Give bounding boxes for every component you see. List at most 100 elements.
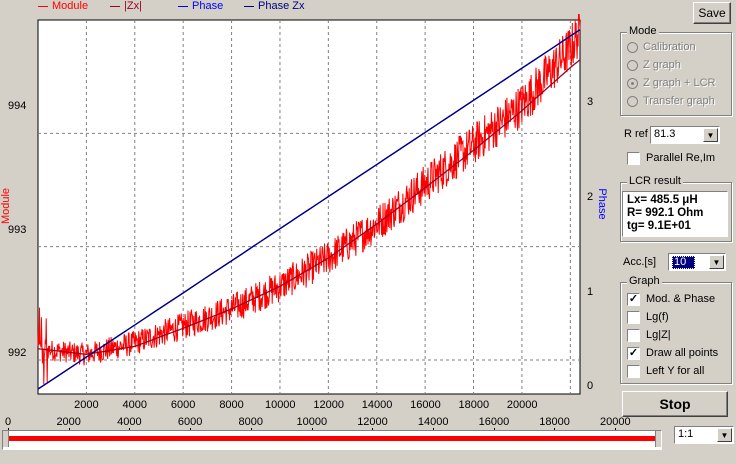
graph-group-title: Graph <box>627 275 662 287</box>
graph-option-lg-z[interactable]: Lg|Z| <box>627 327 671 343</box>
slider-tick-label: 2000 <box>56 416 81 428</box>
radio-selected-icon[interactable] <box>627 77 638 89</box>
zoom-value: 1:1 <box>678 428 694 440</box>
impedance-chart <box>37 14 581 395</box>
checkbox-icon[interactable] <box>627 328 640 342</box>
graph-option-left-y-for-all[interactable]: Left Y for all <box>627 363 704 379</box>
rref-value: 81.3 <box>654 128 676 140</box>
slider-tick-label: 8000 <box>238 416 264 428</box>
legend-phase-zx-swatch <box>244 5 254 7</box>
x-tick-label: 8000 <box>219 399 244 411</box>
slider-tick-mark <box>554 428 556 431</box>
lcr-result-box[interactable]: Lx= 485.5 μH R= 992.1 Ohm tg= 9.1E+01 <box>622 191 728 237</box>
lcr-line-tg: tg= 9.1E+01 <box>627 220 691 232</box>
chevron-down-icon[interactable]: ▼ <box>709 255 724 269</box>
slider-tick-mark <box>493 428 495 431</box>
left-tick-label: 992 <box>8 347 27 359</box>
chevron-down-icon[interactable]: ▼ <box>717 428 732 442</box>
x-tick-label: 18000 <box>458 399 490 411</box>
zoom-select[interactable]: 1:1 ▼ <box>674 426 734 444</box>
acc-value: 10 <box>672 256 696 269</box>
legend-module-swatch <box>38 5 48 7</box>
right-tick-label: 3 <box>587 96 594 108</box>
slider-right-handle[interactable] <box>655 431 661 447</box>
plot-area <box>37 19 581 395</box>
x-tick-label: 2000 <box>74 399 99 411</box>
slider-tick-mark <box>8 428 9 431</box>
series-line--zx- <box>37 59 581 355</box>
lcr-line-resistance: R= 992.1 Ohm <box>627 207 704 219</box>
rref-label: R ref <box>624 128 648 140</box>
slider-tick-mark <box>250 428 252 431</box>
legend-zx-label: |Zx| <box>124 0 142 12</box>
checkbox-icon[interactable] <box>627 310 640 324</box>
legend-phase-label: Phase <box>192 0 224 12</box>
radio-icon[interactable] <box>627 95 638 107</box>
rref-select[interactable]: 81.3 ▼ <box>650 126 720 144</box>
slider-tick-mark <box>129 428 131 431</box>
mode-option-z-graph[interactable]: Z graph <box>627 57 681 73</box>
lcr-result-title: LCR result <box>627 175 683 187</box>
slider-tick-label: 0 <box>4 416 12 428</box>
save-button[interactable]: Save <box>693 2 731 24</box>
radio-icon[interactable] <box>627 59 638 71</box>
slider-tick-label: 6000 <box>177 416 203 428</box>
mode-group-title: Mode <box>627 25 659 37</box>
legend-zx-swatch <box>110 5 120 7</box>
legend-phase: Phase <box>178 0 223 14</box>
checkbox-icon[interactable] <box>627 151 640 165</box>
lcr-result-group: LCR result Lx= 485.5 μH R= 992.1 Ohm tg=… <box>620 175 732 242</box>
series-line-phase-zx <box>37 29 581 390</box>
x-tick-label: 14000 <box>361 399 393 411</box>
slider-left-handle[interactable] <box>3 431 9 447</box>
slider-tick-label: 20000 <box>600 416 631 428</box>
x-tick-label: 6000 <box>170 399 196 411</box>
slider-tick-mark <box>372 428 374 431</box>
acc-label: Acc.[s] <box>623 256 657 268</box>
mode-group: Mode Calibration Z graph Z graph + LCR T… <box>620 25 732 116</box>
series-line-module <box>37 14 581 385</box>
right-tick-label: 2 <box>587 191 594 203</box>
checkbox-icon[interactable] <box>627 364 640 378</box>
slider-tick-mark <box>190 428 192 431</box>
legend-phase-swatch <box>178 5 188 7</box>
x-tick-label: 20000 <box>506 399 538 411</box>
slider-tick-label: 16000 <box>478 416 510 428</box>
slider-fill <box>9 436 657 441</box>
slider-tick-mark <box>615 428 616 431</box>
graph-option-mod-phase[interactable]: ✓ Mod. & Phase <box>627 292 716 306</box>
slider-tick-label: 18000 <box>539 416 570 428</box>
graph-option-lg-f[interactable]: Lg(f) <box>627 309 669 325</box>
radio-icon[interactable] <box>627 41 638 53</box>
legend-module: Module <box>38 0 88 14</box>
x-tick-label: 12000 <box>313 399 344 411</box>
slider-track[interactable] <box>2 430 662 450</box>
x-tick-label: 10000 <box>264 399 296 411</box>
right-tick-label: 0 <box>587 380 594 392</box>
slider-tick-mark <box>432 428 434 431</box>
legend-module-label: Module <box>52 0 89 12</box>
mode-option-calibration[interactable]: Calibration <box>627 39 696 55</box>
stop-button[interactable]: Stop <box>622 391 728 417</box>
slider-tick-label: 12000 <box>357 416 388 428</box>
graph-option-draw-all-points[interactable]: ✓ Draw all points <box>627 346 719 360</box>
graph-group: Graph ✓ Mod. & Phase Lg(f) Lg|Z| ✓ Draw al… <box>620 275 732 384</box>
legend-phase-zx-label: Phase Zx <box>258 0 305 12</box>
mode-option-transfer-graph[interactable]: Transfer graph <box>627 93 715 109</box>
acc-select[interactable]: 10 ▼ <box>668 253 726 271</box>
chevron-down-icon[interactable]: ▼ <box>703 128 718 142</box>
mode-option-z-graph-lcr[interactable]: Z graph + LCR <box>627 75 715 91</box>
x-tick-label: 4000 <box>122 399 148 411</box>
parallel-checkbox[interactable]: Parallel Re,Im <box>627 150 715 166</box>
slider-tick-label: 10000 <box>296 416 328 428</box>
slider-tick-label: 4000 <box>117 416 142 428</box>
checkbox-checked-icon[interactable]: ✓ <box>627 292 640 306</box>
slider-tick-label: 14000 <box>417 416 449 428</box>
x-tick-label: 16000 <box>410 399 441 411</box>
right-tick-label: 1 <box>587 286 594 298</box>
checkbox-checked-icon[interactable]: ✓ <box>627 346 640 360</box>
slider-tick-mark <box>311 428 313 431</box>
legend-zx: |Zx| <box>110 0 142 14</box>
lcr-line-inductance: Lx= 485.5 μH <box>627 194 698 206</box>
slider-tick-mark <box>68 428 70 431</box>
